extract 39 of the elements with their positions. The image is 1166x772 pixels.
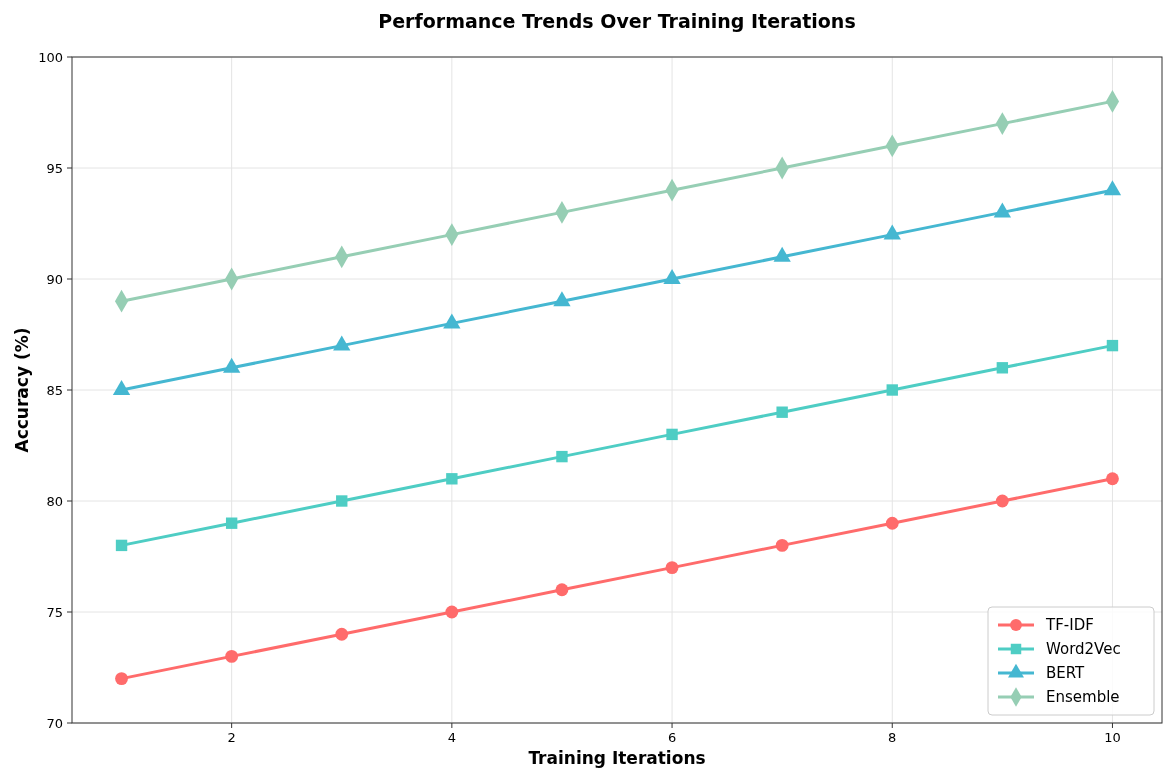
x-tick-label: 10 bbox=[1104, 730, 1121, 745]
chart-title: Performance Trends Over Training Iterations bbox=[378, 10, 856, 32]
point bbox=[995, 494, 1009, 508]
point bbox=[886, 384, 898, 396]
x-tick-label: 8 bbox=[888, 730, 897, 745]
legend-label: Word2Vec bbox=[1046, 640, 1121, 659]
point bbox=[1106, 472, 1119, 486]
point bbox=[666, 428, 678, 441]
y-tick-label: 95 bbox=[46, 160, 63, 176]
point bbox=[225, 517, 238, 529]
legend-label: BERT bbox=[1046, 664, 1086, 683]
point bbox=[665, 561, 679, 575]
point bbox=[555, 583, 569, 597]
point bbox=[885, 516, 899, 530]
legend-label: Ensemble bbox=[1046, 688, 1120, 707]
point bbox=[335, 627, 349, 641]
y-tick-label: 75 bbox=[46, 604, 63, 620]
point bbox=[775, 538, 789, 552]
y-axis-title: Accuracy (%) bbox=[12, 327, 32, 453]
x-tick-label: 6 bbox=[667, 730, 677, 745]
point bbox=[446, 473, 458, 485]
y-tick-label: 80 bbox=[46, 493, 63, 509]
y-tick-label: 85 bbox=[46, 382, 63, 398]
point bbox=[225, 649, 239, 663]
point bbox=[115, 539, 128, 552]
point bbox=[776, 406, 788, 418]
point bbox=[1106, 339, 1119, 352]
point bbox=[336, 495, 348, 507]
point bbox=[115, 672, 128, 686]
x-tick-label: 4 bbox=[447, 730, 456, 745]
y-tick-label: 90 bbox=[46, 271, 63, 287]
x-axis-title: Training Iterations bbox=[528, 748, 706, 768]
x-tick-label: 2 bbox=[227, 730, 236, 745]
point bbox=[996, 362, 1009, 374]
y-tick-label: 70 bbox=[46, 715, 63, 731]
legend-label: TF-IDF bbox=[1045, 616, 1094, 635]
y-tick-label: 100 bbox=[38, 49, 63, 65]
point bbox=[556, 450, 568, 463]
point bbox=[445, 605, 459, 619]
